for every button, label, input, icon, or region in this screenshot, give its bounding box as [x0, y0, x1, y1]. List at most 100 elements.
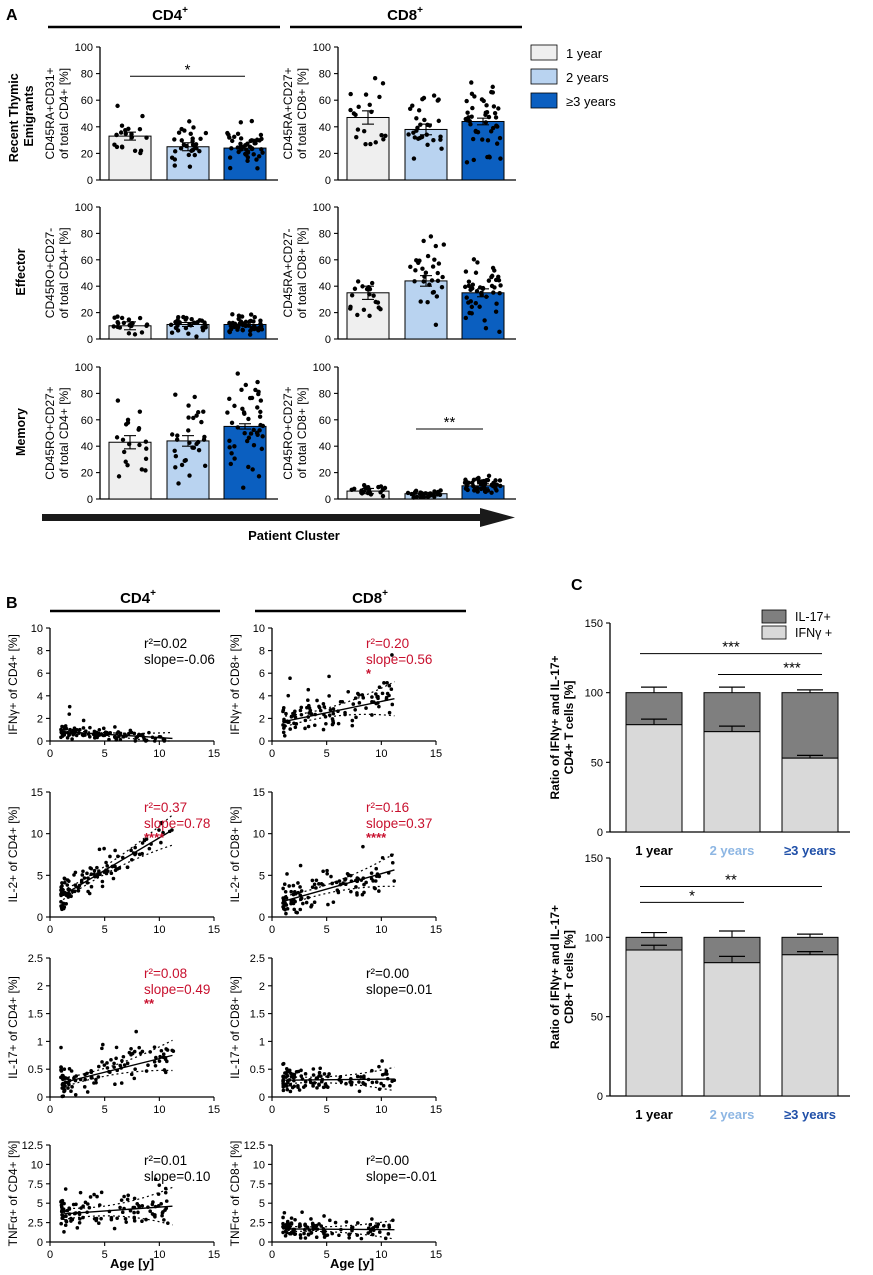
data-point	[60, 1198, 65, 1203]
data-point	[392, 879, 396, 883]
data-point	[463, 315, 469, 321]
data-point	[468, 122, 473, 127]
data-point	[235, 131, 241, 137]
data-point	[252, 324, 257, 329]
data-point	[62, 1230, 66, 1234]
data-point	[355, 1221, 360, 1225]
data-point	[283, 1234, 288, 1238]
y-tick-label: 10	[253, 1159, 265, 1171]
y-axis-label: CD45RA+CD31+of total CD4+ [%]	[43, 67, 71, 159]
data-point	[247, 319, 252, 324]
data-point	[255, 379, 260, 385]
bar-il17	[781, 692, 839, 759]
data-point	[327, 674, 331, 679]
data-point	[109, 1058, 113, 1062]
y-tick-label: 0	[87, 494, 93, 506]
data-point	[435, 270, 440, 276]
data-point	[374, 692, 378, 696]
data-point	[176, 130, 182, 135]
r-squared-label: r²=0.00	[366, 966, 409, 981]
data-point	[361, 489, 367, 494]
data-point	[112, 142, 117, 147]
data-point	[230, 312, 235, 317]
data-point	[370, 713, 374, 717]
data-point	[331, 900, 336, 904]
data-point	[343, 877, 348, 881]
data-point	[143, 456, 149, 462]
data-point	[477, 304, 482, 309]
data-point	[94, 1077, 98, 1082]
y-tick-label: 100	[313, 362, 331, 374]
data-point	[146, 1063, 150, 1067]
y-tick-label: 20	[81, 468, 93, 480]
data-point	[390, 702, 395, 707]
panel-c-legend: IL-17+ IFNγ +	[761, 609, 832, 640]
data-point	[327, 1072, 331, 1076]
data-point	[187, 473, 192, 478]
data-point	[137, 1045, 142, 1050]
data-point	[127, 1050, 132, 1055]
data-point	[309, 1217, 313, 1221]
data-point	[112, 315, 117, 320]
data-point	[368, 141, 373, 147]
x-tick-label: 5	[324, 924, 330, 936]
data-point	[114, 435, 120, 440]
data-point	[70, 1217, 75, 1222]
data-point	[291, 892, 296, 897]
data-point	[496, 274, 501, 279]
y-tick-label: 5	[37, 1198, 43, 1210]
data-point	[428, 234, 434, 239]
data-point	[464, 295, 469, 300]
data-point	[425, 142, 430, 147]
data-point	[344, 1220, 349, 1224]
data-point	[162, 1068, 167, 1072]
data-point	[126, 441, 132, 447]
data-point	[377, 1064, 381, 1069]
data-point	[357, 1089, 362, 1094]
bar-ifng	[703, 731, 761, 833]
chart-B-ifng-cd4: 0 2 4 6 8 10 0 5 10 15 IFNγ+ of CD4+ [%] r²=0.02slo…	[6, 623, 220, 760]
data-point	[196, 410, 201, 415]
data-point	[281, 1081, 285, 1086]
data-point	[347, 1236, 351, 1240]
data-point	[291, 901, 296, 906]
data-point	[330, 1231, 335, 1236]
data-point	[285, 1087, 290, 1092]
data-point	[491, 290, 496, 295]
data-point	[482, 318, 487, 323]
data-point	[78, 1217, 82, 1221]
confidence-band-lower	[62, 844, 173, 901]
data-point	[74, 1074, 79, 1078]
data-point	[191, 320, 197, 325]
data-point	[356, 691, 360, 696]
confidence-band-upper	[62, 1039, 173, 1079]
data-point	[298, 1222, 302, 1226]
data-point	[369, 871, 374, 875]
data-point	[293, 725, 298, 730]
data-point	[481, 486, 487, 491]
data-point	[311, 1067, 316, 1071]
slope-label: slope=0.49	[144, 982, 210, 997]
y-tick-label: 2.5	[28, 953, 43, 965]
data-point	[168, 322, 174, 328]
data-point	[326, 902, 330, 907]
data-point	[62, 1088, 67, 1092]
data-point	[289, 1216, 294, 1220]
data-point	[194, 334, 199, 339]
x-tick-label: 10	[153, 748, 165, 760]
y-tick-label: 50	[591, 757, 603, 769]
data-point	[414, 258, 419, 263]
data-point	[420, 97, 425, 102]
data-point	[414, 494, 420, 499]
regression-line	[285, 1228, 395, 1231]
data-point	[232, 444, 237, 449]
y-tick-label: 40	[319, 122, 331, 134]
data-point	[115, 320, 120, 325]
data-point	[64, 902, 68, 906]
data-point	[310, 878, 315, 883]
data-point	[288, 1231, 292, 1236]
data-point	[60, 1206, 64, 1211]
data-point	[194, 441, 199, 447]
confidence-band-upper	[285, 1219, 395, 1228]
confidence-band-lower	[284, 713, 395, 728]
